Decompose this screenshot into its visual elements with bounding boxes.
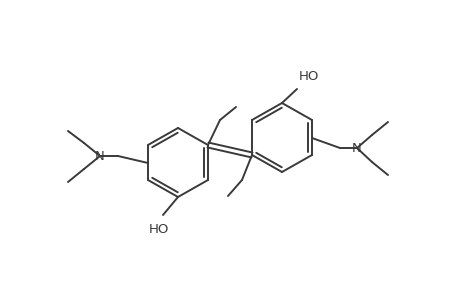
Text: HO: HO xyxy=(298,70,319,83)
Text: N: N xyxy=(95,149,105,163)
Text: HO: HO xyxy=(149,223,169,236)
Text: N: N xyxy=(351,142,361,154)
